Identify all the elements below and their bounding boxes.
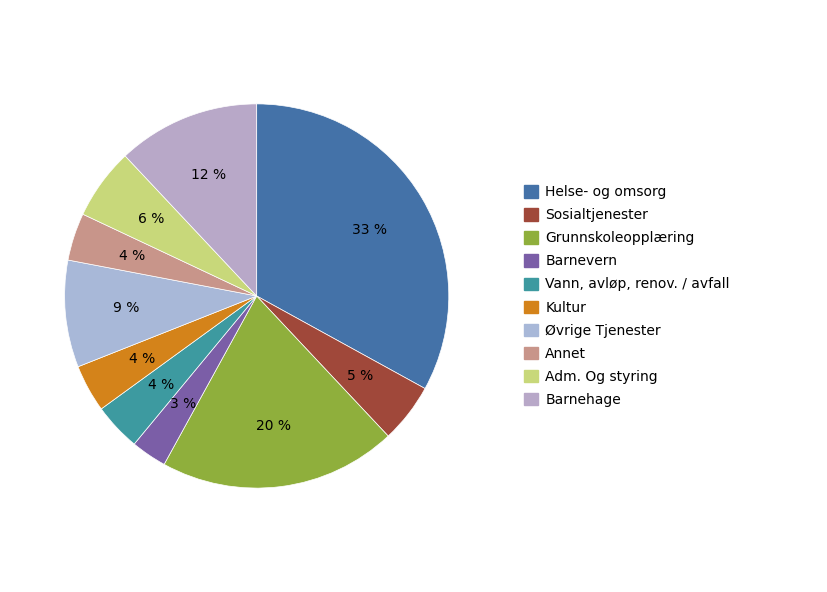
Legend: Helse- og omsorg, Sosialtjenester, Grunnskoleopplæring, Barnevern, Vann, avløp, : Helse- og omsorg, Sosialtjenester, Grunn… [519, 181, 733, 411]
Text: 12 %: 12 % [191, 168, 226, 182]
Text: 9 %: 9 % [113, 301, 140, 316]
Wedge shape [125, 104, 256, 296]
Wedge shape [101, 296, 256, 444]
Text: 20 %: 20 % [256, 419, 290, 433]
Wedge shape [164, 296, 388, 488]
Wedge shape [68, 214, 256, 296]
Wedge shape [83, 156, 256, 296]
Text: 4 %: 4 % [148, 378, 174, 392]
Text: 5 %: 5 % [347, 369, 373, 383]
Wedge shape [134, 296, 256, 464]
Wedge shape [78, 296, 256, 409]
Wedge shape [256, 104, 448, 388]
Text: 3 %: 3 % [170, 397, 196, 411]
Text: 4 %: 4 % [119, 249, 146, 263]
Text: 33 %: 33 % [351, 223, 386, 237]
Wedge shape [65, 260, 256, 366]
Text: 4 %: 4 % [129, 352, 155, 366]
Wedge shape [256, 296, 424, 436]
Text: 6 %: 6 % [137, 212, 164, 226]
